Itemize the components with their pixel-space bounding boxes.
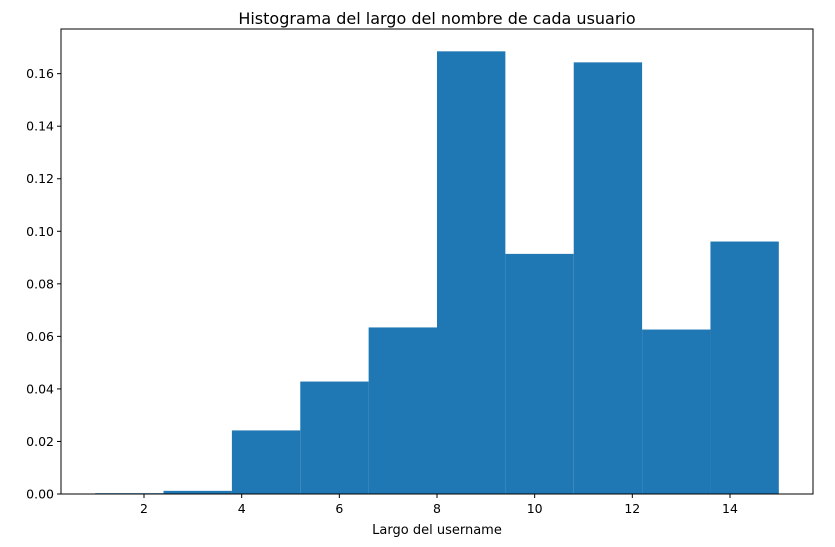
plot-frame: [60, 28, 814, 495]
y-tick-label: 0.02: [26, 434, 54, 449]
y-tick-label: 0.14: [26, 119, 54, 134]
y-tick-label: 0.00: [26, 487, 54, 502]
x-tick-label: 12: [624, 501, 640, 516]
histogram-bar: [642, 329, 711, 494]
x-tick-label: 2: [140, 501, 148, 516]
x-axis-ticks: 2 4 6 8 10 12 14: [140, 494, 738, 516]
histogram-bar: [573, 62, 643, 494]
y-tick-label: 0.16: [26, 66, 54, 81]
y-tick-label: 0.08: [26, 276, 54, 291]
x-tick-label: 6: [335, 501, 343, 516]
x-tick-label: 10: [527, 501, 543, 516]
y-tick-label: 0.04: [26, 381, 54, 396]
y-axis-ticks: 0.00 0.02 0.04 0.06 0.08 0.10 0.12 0.14 0.16: [26, 66, 61, 502]
x-tick-label: 8: [433, 501, 441, 516]
histogram-bar: [368, 327, 437, 494]
histogram-bar: [505, 253, 574, 494]
x-axis-label: Largo del username: [372, 523, 502, 538]
y-tick-label: 0.06: [26, 329, 54, 344]
x-tick-label: 14: [722, 501, 738, 516]
y-tick-label: 0.10: [26, 224, 54, 239]
bars-group: [95, 51, 779, 495]
histogram-bar: [710, 241, 779, 494]
histogram-bar: [437, 51, 506, 495]
histogram-bar: [231, 430, 301, 494]
x-tick-label: 4: [238, 501, 246, 516]
chart-title: Histograma del largo del nombre de cada …: [238, 9, 635, 28]
histogram-bar: [300, 381, 369, 494]
histogram-bar: [163, 490, 232, 494]
y-tick-label: 0.12: [26, 171, 54, 186]
